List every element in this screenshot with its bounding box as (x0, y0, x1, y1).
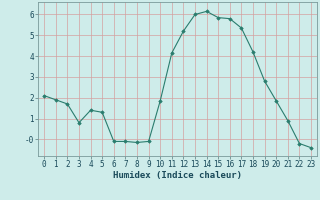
X-axis label: Humidex (Indice chaleur): Humidex (Indice chaleur) (113, 171, 242, 180)
